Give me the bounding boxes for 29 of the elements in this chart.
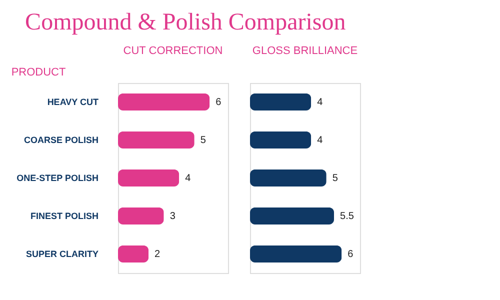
data-label: 5.5	[340, 211, 354, 222]
bar	[250, 245, 342, 263]
chart-subtitle: CUT CORRECTION	[123, 45, 223, 57]
y-tick-label: HEAVY CUT	[47, 97, 99, 107]
y-tick-label: SUPER CLARITY	[26, 249, 98, 259]
y-tick-label: FINEST POLISH	[30, 211, 98, 221]
bar	[118, 93, 210, 111]
bar	[250, 207, 334, 225]
bar	[250, 169, 326, 187]
data-label: 6	[348, 249, 354, 260]
data-label: 2	[154, 249, 161, 260]
bar	[118, 169, 180, 187]
y-axis-title: PRODUCT	[11, 66, 66, 78]
chart-title: Compound & Polish Comparison	[25, 10, 346, 36]
data-label: 4	[185, 173, 192, 184]
y-tick-label: ONE-STEP POLISH	[16, 173, 98, 183]
data-label: 4	[317, 135, 324, 146]
chart-subtitle: GLOSS BRILLIANCE	[252, 45, 358, 57]
data-label: 5	[332, 173, 338, 184]
data-label: 5	[200, 135, 206, 146]
data-label: 4	[317, 97, 324, 108]
bar	[118, 207, 164, 225]
bar	[118, 131, 194, 149]
data-label: 3	[170, 211, 176, 222]
bar	[118, 245, 149, 263]
bar	[250, 93, 312, 111]
y-tick-label: COARSE POLISH	[24, 135, 98, 145]
bar	[250, 131, 312, 149]
data-label: 6	[216, 97, 222, 108]
